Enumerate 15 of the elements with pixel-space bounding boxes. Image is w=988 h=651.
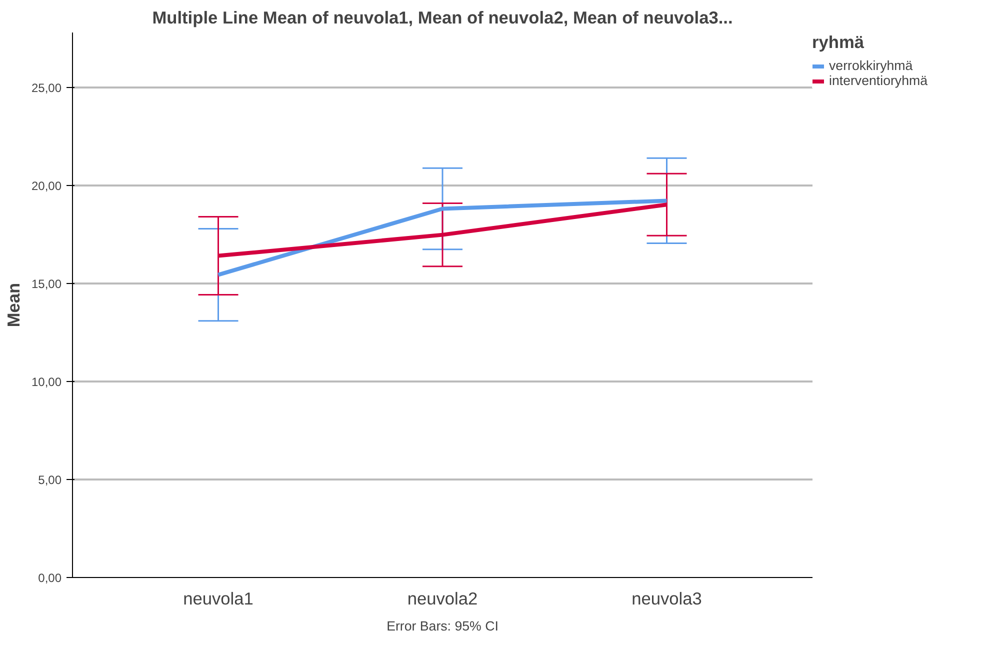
y-axis-title: Mean (3, 282, 24, 328)
y-tick-label: 20,00 (31, 178, 62, 193)
x-tick-label: neuvola2 (407, 588, 478, 608)
y-tick-label: 10,00 (31, 374, 62, 389)
text: Error Bars: 95% CI (386, 618, 498, 634)
x-tick-label: neuvola1 (183, 588, 254, 608)
y-tick-label: 0,00 (38, 571, 62, 585)
y-tick-label: 15,00 (31, 276, 62, 291)
y-tick-label: 5,00 (38, 472, 62, 487)
x-tick-label: neuvola3 (632, 588, 702, 608)
legend-label: interventioryhmä (829, 73, 928, 88)
chart-title: Multiple Line Mean of neuvola1, Mean of neuvola2, Mean of neuvola3... (152, 8, 733, 28)
legend-label: verrokkiryhmä (829, 58, 913, 73)
y-tick-label: 25,00 (31, 80, 62, 95)
legend-title: ryhmä (812, 32, 866, 53)
